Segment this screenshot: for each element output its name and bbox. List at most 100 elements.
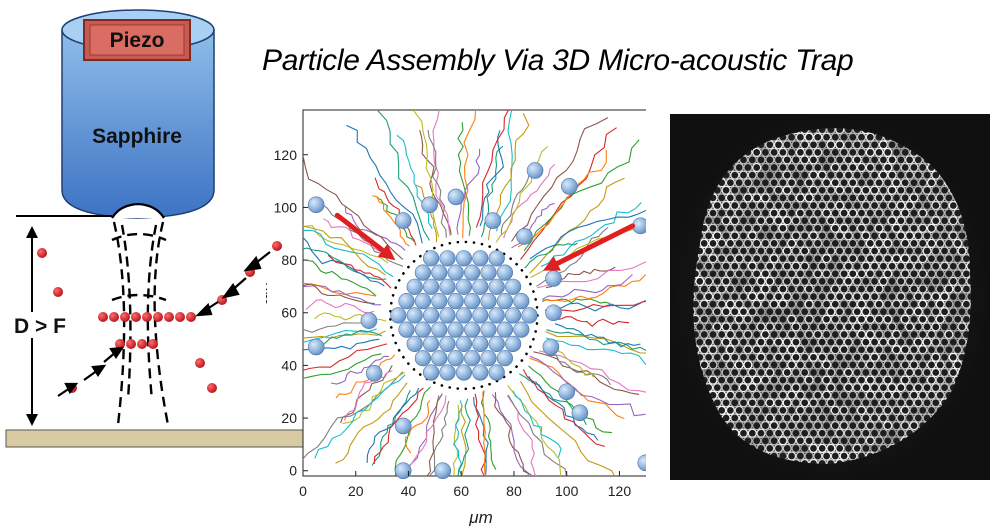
assembled-particle [760,162,771,173]
assembled-particle [693,276,696,287]
assembled-particle [856,178,867,188]
assembled-particle [786,269,797,279]
assembled-particle [743,329,753,340]
assembled-particle [703,352,714,362]
red-arrow-head [377,244,396,261]
assembled-particle [817,261,827,271]
assembled-particle [922,231,932,241]
assembled-particle [817,170,827,180]
cluster-particle [504,307,522,324]
assembled-particle [896,246,906,256]
assembled-particle [717,375,727,385]
assembled-particle [752,299,762,309]
assembled-particle [721,337,731,347]
free-particle [434,462,452,480]
assembled-particle [708,375,718,385]
cluster-particle [406,307,423,324]
assembled-particle [821,238,832,249]
assembled-particle [804,132,814,142]
assembled-particle [760,223,771,233]
assembled-particle [712,231,722,241]
assembled-particle [782,382,792,393]
trajectory-line [346,124,423,244]
assembled-particle [773,246,784,256]
assembled-particle [926,314,937,324]
assembled-particle [800,307,810,317]
assembled-particle [791,231,801,241]
red-arrows [334,212,636,271]
assembled-particle [813,284,823,294]
assembled-particle [765,413,775,423]
assembled-particle [800,398,810,408]
assembled-particle [856,420,867,431]
trajectory-line [507,394,567,476]
assembled-particle [918,314,928,324]
assembled-particle [935,284,945,294]
assembled-particle [835,367,845,378]
assembled-particle [896,322,906,332]
assembled-particle [839,132,849,142]
assembled-particle [852,185,862,195]
assembled-particle [830,390,840,400]
assembled-particle [900,208,910,218]
assembled-particle [821,375,832,385]
assembled-particle [874,208,884,218]
assembled-particle [782,231,792,241]
assembled-particle [738,367,749,378]
assembled-particle [883,223,893,233]
assembled-particle [852,382,862,393]
assembled-particle [800,231,810,241]
assembled-particle [957,276,967,287]
assembled-particle [765,428,775,438]
assembled-particle [725,299,736,309]
assembled-particle [944,314,954,324]
assembled-particle [861,231,871,241]
assembled-particle [721,382,731,393]
assembled-particle [773,291,784,302]
assembled-particle [904,352,915,362]
assembled-particle [852,367,862,378]
assembled-particle [913,307,923,317]
trajectory-line [303,318,377,333]
assembled-particle [852,170,862,180]
assembled-particle [804,405,814,416]
assembled-particle [743,420,753,431]
assembled-particle [939,200,950,211]
assembled-particle [760,420,771,431]
assembled-particle [843,337,854,347]
assembled-particle [966,291,971,302]
assembled-particle [900,420,910,431]
assembled-particle [878,261,889,271]
assembled-particle [843,185,854,195]
assembled-particle [948,367,958,378]
assembled-particle [712,352,722,362]
trajectory-line [511,117,609,242]
assembled-particle [791,200,801,211]
assembled-particle [826,382,836,393]
assembled-particle [830,208,840,218]
assembled-particle [918,405,928,416]
assembled-particle [808,337,819,347]
assembled-particle [712,261,722,271]
assembled-particle [813,420,823,431]
assembled-particle [878,352,889,362]
assembled-particle [869,276,880,287]
cluster-particle [447,293,464,310]
assembled-particle [699,314,709,324]
trajectory-line [303,282,377,297]
x-tick-label: 40 [401,483,417,499]
assembled-particle [922,398,932,408]
x-tick-label: 120 [608,483,632,499]
assembled-particle [939,352,950,362]
assembled-particle [931,216,941,226]
assembled-particle [848,329,858,340]
assembled-particle [795,147,806,158]
assembled-particle [817,276,827,287]
assembled-particle [778,178,788,188]
assembled-particle [891,329,902,340]
assembled-particle [782,307,792,317]
assembled-particle [830,314,840,324]
assembled-particle [826,246,836,256]
assembled-particle [826,128,836,135]
free-particle [307,338,325,356]
